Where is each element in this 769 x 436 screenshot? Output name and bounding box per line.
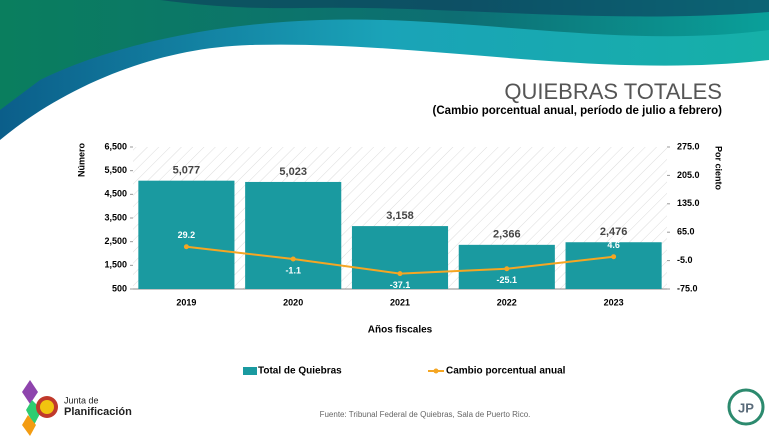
x-tick-label: 2020 [283, 297, 303, 307]
y-axis-title: Número [76, 143, 86, 178]
line-value-label: 4.6 [607, 240, 620, 250]
bar-value-label: 3,158 [386, 210, 414, 222]
tick-label: 5,500 [104, 165, 127, 175]
badge-text: JP [738, 400, 754, 415]
tick-label: 2,500 [104, 236, 127, 246]
logo-shape [22, 380, 38, 404]
bar [138, 180, 235, 289]
chart-subtitle: (Cambio porcentual anual, período de jul… [433, 105, 723, 117]
bar-value-label: 5,077 [173, 165, 201, 177]
line-value-label: 29.2 [178, 230, 196, 240]
header-wave-dark [0, 0, 769, 110]
tick-label: 1,500 [104, 260, 127, 270]
bar [351, 226, 449, 289]
logo-text: Junta de [64, 395, 99, 405]
chart-title: QUIEBRAS TOTALES [504, 79, 722, 104]
tick-label: 65.0 [677, 227, 695, 237]
x-tick-label: 2019 [176, 297, 196, 307]
y2-axis-title: Por ciento [714, 146, 724, 191]
legend-swatch [243, 367, 257, 375]
line-value-label: -37.1 [390, 280, 411, 290]
header-wave-top [160, 0, 769, 17]
legend-swatch [433, 368, 439, 374]
line-point [397, 271, 403, 277]
line-point [611, 254, 617, 260]
line-point [504, 266, 510, 272]
tick-label: 3,500 [104, 212, 127, 222]
tick-label: 6,500 [104, 141, 127, 151]
source-note: Fuente: Tribunal Federal de Quiebras, Sa… [320, 410, 531, 419]
x-axis-title: Años fiscales [368, 325, 433, 336]
tick-label: 135.0 [677, 198, 700, 208]
legend-label: Cambio porcentual anual [446, 366, 566, 377]
line-value-label: -25.1 [497, 275, 518, 285]
tick-label: -75.0 [677, 283, 698, 293]
logo: Junta de Planificación [22, 380, 132, 436]
x-tick-label: 2022 [497, 297, 517, 307]
bar [245, 181, 342, 289]
tick-label: -5.0 [677, 255, 693, 265]
line-point [183, 244, 189, 250]
line-point [290, 256, 296, 262]
logo-shape [22, 415, 36, 436]
bar-value-label: 2,476 [600, 226, 628, 238]
legend-label: Total de Quiebras [258, 366, 342, 377]
header-wave [0, 0, 769, 140]
tick-label: 205.0 [677, 170, 700, 180]
x-tick-label: 2023 [604, 297, 624, 307]
badge-ring [727, 388, 765, 426]
logo-seal [40, 400, 54, 414]
badge: JP [727, 388, 765, 426]
bar-value-label: 5,023 [279, 166, 307, 178]
x-tick-label: 2021 [390, 297, 410, 307]
line-value-label: -1.1 [285, 265, 301, 275]
logo-text: Planificación [64, 406, 132, 418]
bar [565, 242, 662, 289]
tick-label: 4,500 [104, 189, 127, 199]
bar-value-label: 2,366 [493, 229, 521, 241]
tick-label: 275.0 [677, 141, 700, 151]
tick-label: 500 [112, 283, 127, 293]
